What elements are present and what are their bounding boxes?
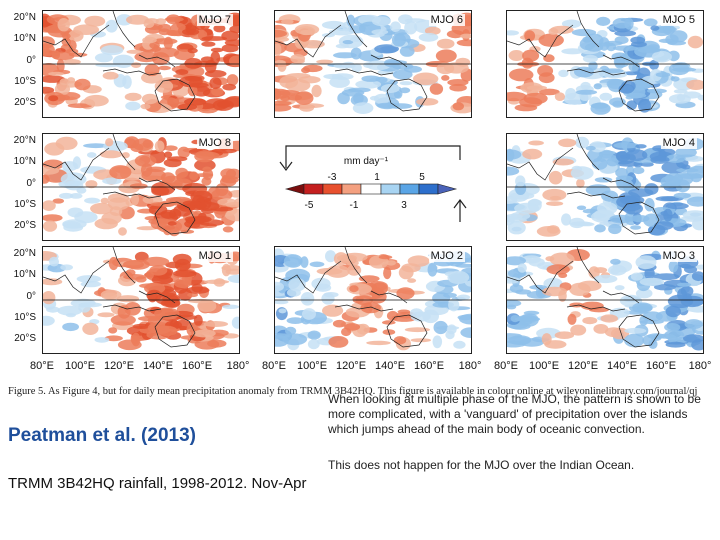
legend-tick-bottom: 3	[401, 200, 407, 211]
figure-caption: Figure 5. As Figure 4, but for daily mea…	[8, 386, 698, 397]
lat-tick: 10°N	[13, 33, 36, 44]
legend-colorbar	[284, 183, 458, 195]
panel-mjo-3: MJO 3	[506, 246, 704, 354]
lon-tick: 180°	[458, 360, 482, 372]
lon-tick: 180°	[688, 360, 712, 372]
lon-tick: 120°E	[335, 360, 367, 372]
lon-tick: 80°E	[494, 360, 518, 372]
panel-mjo-1: MJO 1	[42, 246, 240, 354]
anomaly-map	[43, 247, 239, 351]
cycle-arrow-icon	[279, 145, 467, 222]
anomaly-map	[43, 134, 239, 237]
panel-mjo-7: MJO 7	[42, 10, 240, 118]
panel-label: MJO 1	[196, 250, 233, 262]
panel-mjo-4: MJO 4	[506, 133, 704, 241]
lon-tick: 180°	[226, 360, 250, 372]
explanation-text: When looking at multiple phase of the MJ…	[328, 392, 713, 473]
anomaly-map	[275, 11, 471, 114]
mjo-precipitation-figure: MJO 7 MJO 6 MJO 5 MJO 8 MJO 4 MJO 1 MJO …	[13, 10, 712, 372]
citation-title: Peatman et al. (2013)	[8, 425, 196, 446]
panel-mjo-8: MJO 8	[42, 133, 240, 241]
legend-tick-bottom: -5	[305, 200, 314, 211]
lat-tick: 0°	[26, 178, 36, 189]
lat-tick: 10°S	[14, 312, 36, 323]
lon-tick: 120°E	[103, 360, 135, 372]
lat-tick: 20°N	[13, 12, 36, 23]
lat-tick: 20°S	[14, 97, 36, 108]
lon-tick: 100°E	[296, 360, 328, 372]
anomaly-map	[275, 247, 471, 351]
anomaly-map	[43, 11, 239, 114]
lon-tick: 140°E	[374, 360, 406, 372]
explanation-paragraph: When looking at multiple phase of the MJ…	[328, 392, 701, 436]
anomaly-map	[507, 11, 703, 115]
lon-tick: 140°E	[142, 360, 174, 372]
lat-tick: 20°N	[13, 135, 36, 146]
legend-tick-top: 5	[419, 172, 425, 183]
lat-tick: 10°N	[13, 269, 36, 280]
lat-tick: 20°S	[14, 220, 36, 231]
lon-tick: 80°E	[262, 360, 286, 372]
colorbar-legend: mm day⁻¹ -3 1 5 -5 -1 3	[279, 145, 467, 222]
lon-tick: 160°E	[181, 360, 213, 372]
lon-tick: 160°E	[645, 360, 677, 372]
panel-label: MJO 4	[660, 137, 697, 149]
lon-tick: 160°E	[413, 360, 445, 372]
legend-tick-top: 1	[374, 172, 380, 183]
panel-mjo-5: MJO 5	[506, 10, 704, 118]
panel-label: MJO 6	[428, 14, 465, 26]
panel-label: MJO 7	[196, 14, 233, 26]
lon-tick: 100°E	[528, 360, 560, 372]
lon-tick: 120°E	[567, 360, 599, 372]
lon-tick: 100°E	[64, 360, 96, 372]
anomaly-map	[507, 134, 703, 237]
panel-label: MJO 8	[196, 137, 233, 149]
panel-label: MJO 3	[660, 250, 697, 262]
dataset-description: TRMM 3B42HQ rainfall, 1998-2012. Nov-Apr	[8, 475, 307, 492]
lon-tick: 140°E	[606, 360, 638, 372]
panel-mjo-6: MJO 6	[274, 10, 472, 118]
legend-tick-bottom: -1	[350, 200, 359, 211]
lat-tick: 0°	[26, 291, 36, 302]
explanation-paragraph: This does not happen for the MJO over th…	[328, 458, 635, 472]
lat-tick: 20°S	[14, 333, 36, 344]
lat-tick: 10°N	[13, 156, 36, 167]
panel-mjo-2: MJO 2	[274, 246, 472, 354]
lat-tick: 20°N	[13, 248, 36, 259]
panel-label: MJO 5	[660, 14, 697, 26]
lon-tick: 80°E	[30, 360, 54, 372]
lat-tick: 10°S	[14, 199, 36, 210]
lat-tick: 10°S	[14, 76, 36, 87]
legend-tick-top: -3	[328, 172, 337, 183]
lat-tick: 0°	[26, 55, 36, 66]
anomaly-map	[507, 247, 703, 351]
panel-label: MJO 2	[428, 250, 465, 262]
legend-unit: mm day⁻¹	[344, 156, 389, 167]
